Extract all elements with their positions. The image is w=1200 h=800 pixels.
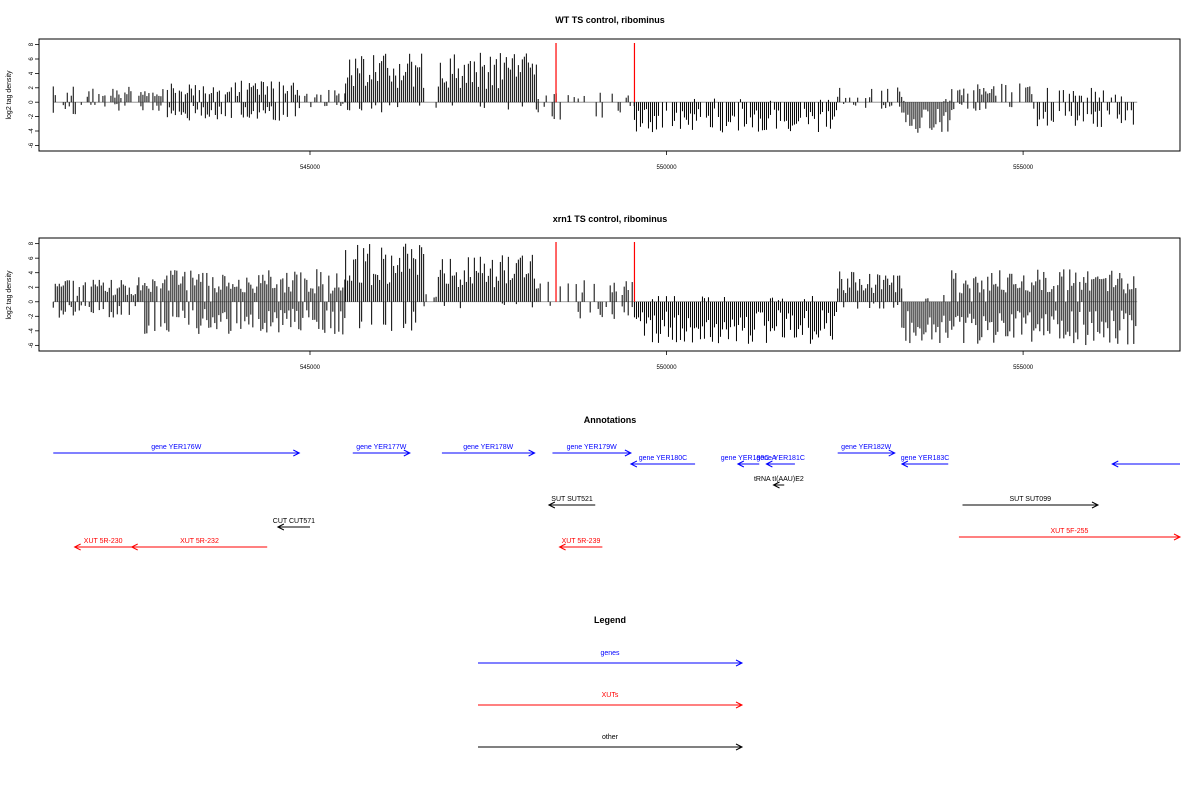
- legend: genes XUTs other: [478, 650, 744, 751]
- annotation-arrowhead: [765, 460, 773, 468]
- annotation-label: gene YER180C: [639, 455, 688, 462]
- annotation-feature: gene YER180C-A: [721, 455, 777, 468]
- annotation-feature: CUT CUT571: [273, 518, 315, 531]
- annotation-label: CUT CUT571: [273, 518, 315, 525]
- annotation-arrowhead: [528, 449, 536, 457]
- legend-item: genes: [478, 650, 744, 667]
- annotation-arrowhead: [1091, 501, 1100, 509]
- annotation-label: gene YER181C: [756, 455, 805, 462]
- track-2-plot-box: [38, 237, 1181, 352]
- legend-label: genes: [600, 650, 620, 657]
- annotation-label: SUT SUT521: [551, 496, 593, 503]
- x-tick-label: 545000: [300, 365, 321, 371]
- annotation-label: gene YER178W: [463, 444, 513, 451]
- track-2-plot: 8 6 4 2 0 -2 -4 -6 545000 550000 555000: [29, 241, 1138, 371]
- annotation-arrowhead: [403, 449, 411, 457]
- y-tick-label: 6: [29, 256, 35, 260]
- annotation-arrowhead: [624, 449, 633, 457]
- annotation-feature: gene YER176W: [53, 444, 301, 457]
- legend-label: other: [602, 734, 619, 741]
- legend-arrowhead: [735, 659, 744, 667]
- annotation-arrowhead: [73, 543, 81, 551]
- x-tick-label: 550000: [657, 165, 678, 171]
- y-tick-label: -2: [29, 313, 35, 319]
- x-tick-label: 550000: [657, 365, 678, 371]
- annotation-feature: tRNA tI(AAU)E2: [754, 476, 804, 489]
- annotations-title: Annotations: [584, 415, 637, 425]
- annotation-arrowhead: [558, 543, 566, 551]
- y-tick-label: 0: [29, 299, 35, 303]
- y-tick-label: 2: [29, 85, 35, 89]
- annotation-arrowhead: [130, 543, 138, 551]
- annotation-arrowhead: [547, 501, 556, 509]
- track-1-plot: 8 6 4 2 0 -2 -4 -6 545000 550000 555000: [29, 42, 1138, 171]
- legend-item: XUTs: [478, 692, 744, 709]
- y-tick-label: 4: [29, 270, 35, 274]
- annotation-label: gene YER180C-A: [721, 455, 777, 462]
- annotation-arrowhead: [736, 460, 745, 468]
- annotation-feature: XUT 5R-232: [130, 538, 268, 551]
- annotation-feature: gene YER179W: [552, 444, 633, 457]
- y-tick-label: 2: [29, 285, 35, 289]
- annotation-arrowhead: [1173, 533, 1182, 541]
- annotation-feature: [1111, 460, 1180, 468]
- annotation-feature: XUT 5F-255: [958, 528, 1182, 541]
- annotation-arrowhead: [276, 523, 285, 531]
- annotation-label: gene YER183C: [901, 455, 950, 462]
- x-tick-label: 555000: [1013, 165, 1034, 171]
- annotation-feature: SUT SUT099: [962, 496, 1100, 509]
- annotation-label: gene YER176W: [151, 444, 201, 451]
- y-tick-label: -4: [29, 128, 35, 134]
- annotation-track: gene YER176W gene YER177W gene YER178W gene…: [53, 444, 1182, 551]
- y-tick-label: 8: [29, 241, 35, 245]
- y-tick-label: 0: [29, 100, 35, 104]
- annotation-label: SUT SUT099: [1009, 496, 1051, 503]
- annotation-label: XUT 5R-232: [180, 538, 219, 545]
- track-2-title: xrn1 TS control, ribominus: [553, 214, 668, 224]
- annotation-feature: gene YER182W: [837, 444, 896, 457]
- annotation-arrowhead: [1111, 460, 1119, 468]
- annotation-feature: gene YER183C: [900, 455, 950, 468]
- track-1-title: WT TS control, ribominus: [555, 15, 665, 25]
- y-tick-label: -4: [29, 328, 35, 334]
- y-tick-label: 6: [29, 57, 35, 61]
- legend-label: XUTs: [602, 692, 619, 699]
- x-tick-label: 555000: [1013, 365, 1034, 371]
- annotation-label: tRNA tI(AAU)E2: [754, 476, 804, 483]
- annotation-arrowhead: [293, 449, 301, 457]
- y-tick-label: -2: [29, 113, 35, 119]
- y-tick-label: 4: [29, 71, 35, 75]
- annotation-feature: XUT 5R-239: [558, 538, 603, 551]
- annotation-arrowhead: [900, 460, 909, 468]
- annotation-feature: gene YER178W: [441, 444, 536, 457]
- annotation-feature: SUT SUT521: [547, 496, 596, 509]
- track-2-y-axis-label: log2 tag density: [6, 270, 13, 320]
- annotation-label: XUT 5F-255: [1050, 528, 1088, 535]
- annotation-label: gene YER182W: [841, 444, 891, 451]
- legend-item: other: [478, 734, 744, 751]
- legend-arrowhead: [735, 701, 744, 709]
- annotation-arrowhead: [772, 481, 780, 489]
- track-1-y-axis-label: log2 tag density: [6, 70, 13, 120]
- annotation-label: gene YER179W: [567, 444, 617, 451]
- track-1-plot-box: [38, 38, 1181, 152]
- legend-arrowhead: [735, 743, 744, 751]
- legend-title: Legend: [594, 615, 626, 625]
- x-tick-label: 545000: [300, 165, 321, 171]
- annotation-feature: XUT 5R-230: [73, 538, 132, 551]
- y-tick-label: -6: [29, 342, 35, 348]
- y-tick-label: 8: [29, 42, 35, 46]
- annotation-label: gene YER177W: [356, 444, 406, 451]
- y-tick-label: -6: [29, 142, 35, 148]
- annotation-label: XUT 5R-230: [84, 538, 123, 545]
- annotation-label: XUT 5R-239: [562, 538, 601, 545]
- annotation-arrowhead: [888, 449, 896, 457]
- annotation-feature: gene YER181C: [756, 455, 805, 468]
- annotation-feature: gene YER180C: [629, 455, 696, 468]
- annotation-arrowhead: [629, 460, 638, 468]
- annotation-feature: gene YER177W: [352, 444, 411, 457]
